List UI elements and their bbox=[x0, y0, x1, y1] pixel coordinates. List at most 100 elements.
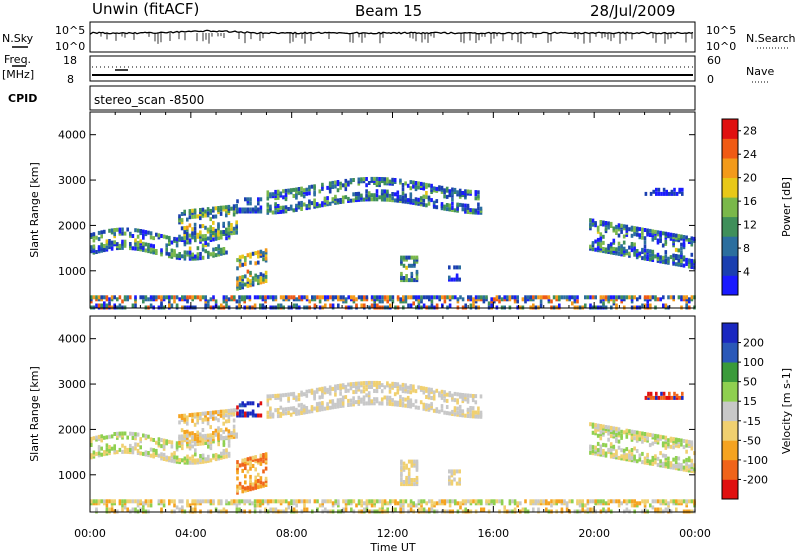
heatmap-cell bbox=[235, 408, 238, 412]
heatmap-cell bbox=[279, 209, 283, 214]
heatmap-cell bbox=[262, 455, 265, 460]
heatmap-cell bbox=[339, 295, 343, 300]
heatmap-cell bbox=[649, 395, 653, 400]
heatmap-cell bbox=[238, 303, 241, 308]
heatmap-cell bbox=[225, 205, 228, 210]
heatmap-cell bbox=[173, 249, 176, 254]
heatmap-cell bbox=[674, 256, 678, 261]
heatmap-cell bbox=[238, 263, 242, 268]
heatmap-cell bbox=[183, 434, 186, 439]
heatmap-cell bbox=[360, 177, 363, 182]
heatmap-cell bbox=[396, 388, 400, 393]
heatmap-cell bbox=[225, 454, 228, 459]
heatmap-cell bbox=[274, 196, 277, 201]
heatmap-cell bbox=[565, 507, 569, 512]
heatmap-cell bbox=[254, 467, 257, 472]
colorbar-tick-label: -50 bbox=[743, 434, 761, 447]
heatmap-cell bbox=[321, 401, 324, 406]
heatmap-cell bbox=[599, 295, 603, 300]
heatmap-cell bbox=[670, 191, 674, 196]
heatmap-cell bbox=[243, 499, 246, 504]
heatmap-cell bbox=[453, 265, 456, 270]
heatmap-cell bbox=[654, 460, 657, 465]
heatmap-cell bbox=[344, 187, 348, 192]
heatmap-cell bbox=[607, 221, 610, 226]
heatmap-cell bbox=[400, 473, 403, 478]
heatmap-cell bbox=[674, 456, 678, 460]
heatmap-cell bbox=[236, 490, 239, 495]
heatmap-cell bbox=[121, 507, 124, 512]
heatmap-cell bbox=[103, 229, 106, 234]
heatmap-cell bbox=[191, 454, 194, 459]
heatmap-cell bbox=[232, 410, 236, 415]
heatmap-cell bbox=[669, 499, 673, 504]
heatmap-cell bbox=[142, 299, 145, 304]
heatmap-cell bbox=[105, 435, 109, 440]
heatmap-cell bbox=[617, 431, 621, 436]
heatmap-cell bbox=[471, 398, 475, 403]
heatmap-cell bbox=[453, 208, 457, 213]
heatmap-cell bbox=[430, 507, 434, 512]
heatmap-cell bbox=[240, 499, 244, 504]
heatmap-cell bbox=[412, 184, 415, 189]
colorbar-swatch bbox=[722, 119, 738, 139]
heatmap-cell bbox=[199, 441, 202, 446]
heatmap-cell bbox=[367, 191, 371, 196]
heatmap-cell bbox=[249, 485, 252, 490]
heatmap-cell bbox=[672, 499, 675, 504]
heatmap-cell bbox=[417, 405, 420, 410]
heatmap-cell bbox=[402, 295, 405, 300]
heatmap-cell bbox=[259, 209, 263, 214]
heatmap-cell bbox=[175, 505, 179, 510]
heatmap-cell bbox=[191, 227, 194, 232]
heatmap-cell bbox=[264, 454, 268, 459]
heatmap-cell bbox=[272, 499, 275, 504]
heatmap-cell bbox=[199, 454, 202, 458]
heatmap-cell bbox=[227, 297, 231, 302]
heatmap-cell bbox=[690, 252, 694, 257]
heatmap-cell bbox=[269, 204, 272, 209]
heatmap-cell bbox=[246, 499, 249, 504]
heatmap-cell bbox=[383, 181, 387, 186]
heatmap-cell bbox=[438, 391, 441, 396]
heatmap-cell bbox=[625, 499, 629, 504]
heatmap-cell bbox=[596, 427, 600, 432]
heatmap-cell bbox=[118, 499, 122, 504]
heatmap-cell bbox=[188, 413, 192, 418]
heatmap-cell bbox=[336, 182, 340, 187]
heatmap-cell bbox=[142, 503, 145, 508]
heatmap-cell bbox=[357, 385, 361, 390]
heatmap-cell bbox=[602, 249, 605, 254]
heatmap-cell bbox=[287, 396, 290, 401]
heatmap-cell bbox=[677, 248, 681, 253]
heatmap-cell bbox=[458, 477, 461, 482]
heatmap-cell bbox=[657, 395, 661, 400]
heatmap-cell bbox=[516, 299, 519, 304]
heatmap-cell bbox=[690, 258, 694, 263]
heatmap-cell bbox=[453, 277, 456, 282]
heatmap-cell bbox=[466, 205, 470, 210]
colorbar-swatch bbox=[722, 158, 738, 178]
heatmap-cell bbox=[635, 253, 639, 258]
heatmap-cell bbox=[232, 204, 236, 209]
heatmap-cell bbox=[126, 447, 129, 452]
heatmap-cell bbox=[591, 430, 595, 435]
heatmap-cell bbox=[204, 413, 207, 418]
heatmap-cell bbox=[136, 247, 140, 251]
heatmap-cell bbox=[194, 499, 197, 504]
heatmap-cell bbox=[607, 295, 610, 300]
heatmap-cell bbox=[669, 465, 673, 470]
heatmap-cell bbox=[664, 435, 668, 440]
heatmap-cell bbox=[670, 395, 674, 400]
heatmap-cell bbox=[430, 387, 433, 392]
heatmap-cell bbox=[432, 408, 436, 413]
heatmap-cell bbox=[183, 256, 187, 261]
heatmap-cell bbox=[667, 460, 670, 465]
heatmap-cell bbox=[279, 193, 283, 198]
heatmap-cell bbox=[100, 246, 103, 251]
heatmap-cell bbox=[219, 207, 223, 212]
heatmap-cell bbox=[321, 386, 324, 391]
heatmap-cell bbox=[92, 238, 96, 243]
heatmap-cell bbox=[191, 458, 194, 463]
heatmap-cell bbox=[375, 385, 379, 389]
